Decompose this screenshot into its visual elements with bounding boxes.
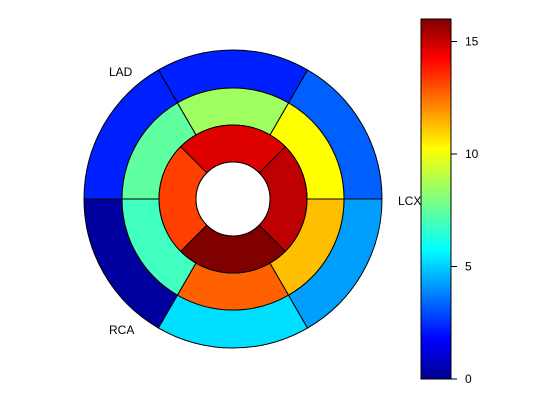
- colorbar-tick-label-2: 10: [465, 147, 479, 161]
- colorbar-tick-label-3: 15: [465, 35, 479, 49]
- apical-ring: [158, 124, 308, 274]
- territory-label-lad: LAD: [109, 65, 133, 79]
- mid-ring: [121, 87, 345, 311]
- territory-label-lcx: LCX: [398, 194, 421, 208]
- territory-label-rca: RCA: [109, 323, 134, 337]
- basal-ring: [83, 49, 383, 349]
- colorbar-ticks: 0 5 10 15: [451, 35, 479, 386]
- colorbar-tick-label-1: 5: [465, 260, 472, 274]
- colorbar: 0 5 10 15: [420, 18, 479, 386]
- center-hole: [195, 161, 271, 237]
- colorbar-gradient: [420, 18, 452, 380]
- colorbar-tick-label-0: 0: [465, 372, 472, 386]
